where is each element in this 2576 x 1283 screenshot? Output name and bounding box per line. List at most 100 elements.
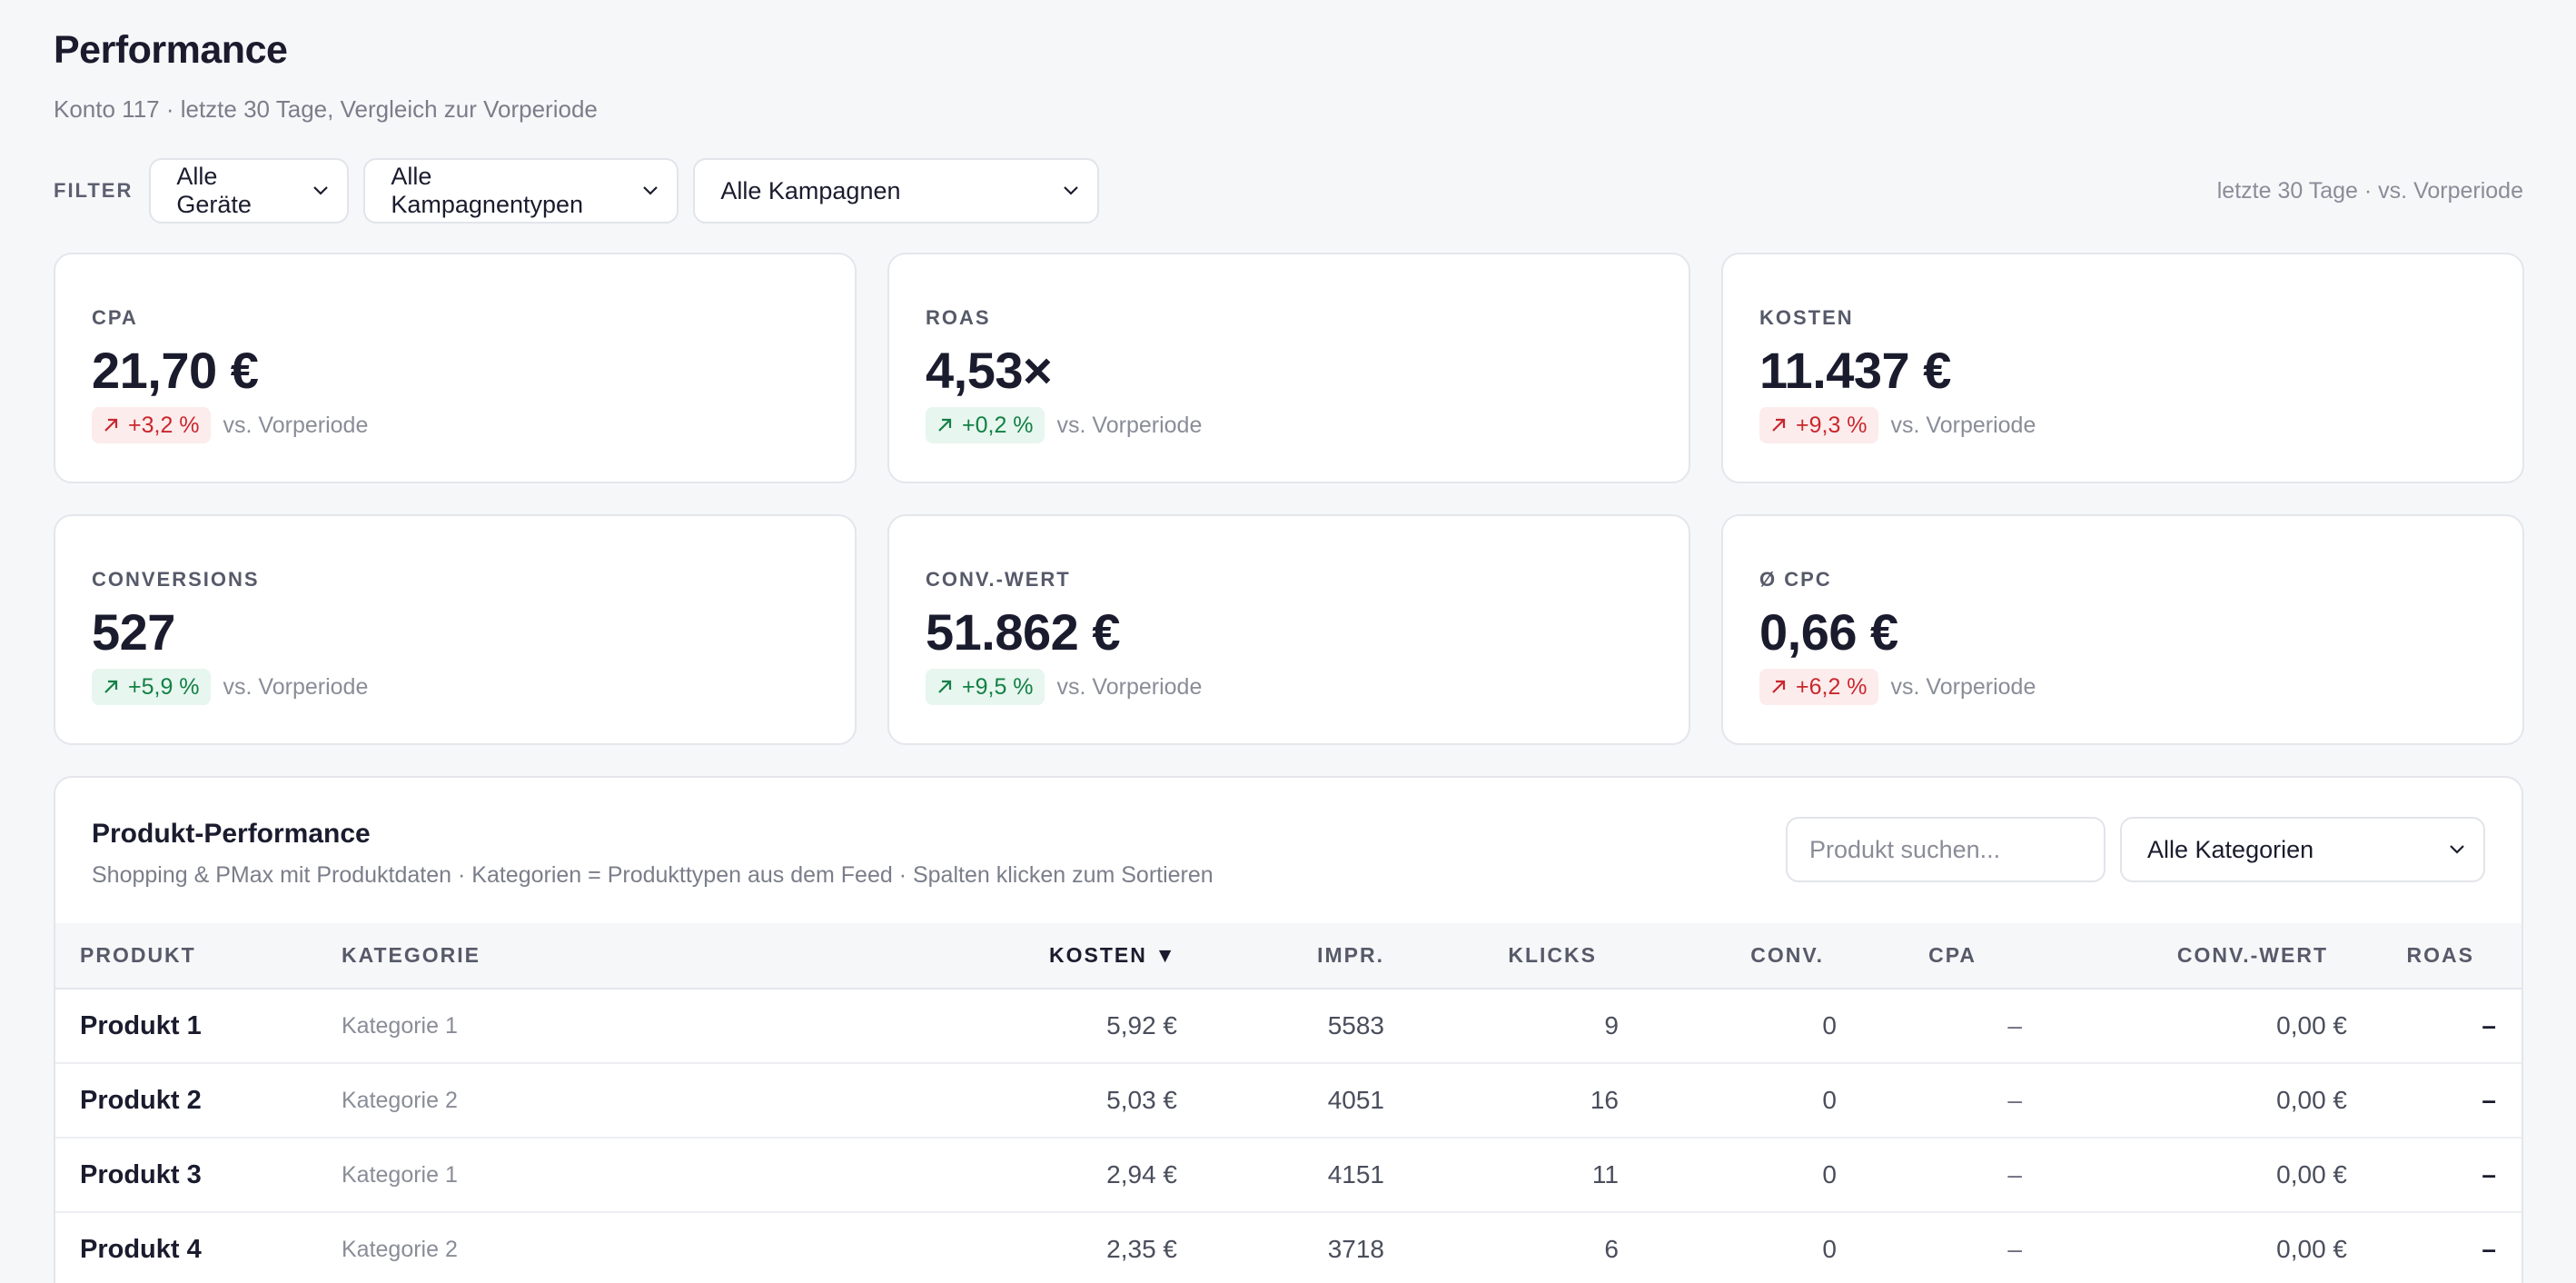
- page-title: Performance: [54, 28, 288, 72]
- column-header-conv-value[interactable]: CONV.-WERT: [2176, 943, 2328, 967]
- delta-note: vs. Vorperiode: [223, 673, 369, 700]
- product-clicks: 6: [1604, 1235, 1619, 1263]
- kpi-value: 0,66 €: [1759, 603, 1898, 661]
- column-header-roas[interactable]: ROAS: [2406, 943, 2474, 967]
- delta-value: +6,2 %: [1796, 673, 1868, 700]
- product-roas: –: [2482, 1011, 2496, 1039]
- product-conv-value: 0,00 €: [2276, 1235, 2347, 1263]
- kpi-delta-row: +3,2 % vs. Vorperiode: [92, 407, 818, 443]
- product-name: Produkt 1: [80, 1010, 202, 1040]
- product-impressions: 4051: [1327, 1086, 1384, 1114]
- product-roas: –: [2482, 1160, 2496, 1189]
- chevron-down-icon: [2434, 844, 2465, 855]
- product-table-tools: Alle Kategorien: [1786, 817, 2485, 882]
- table-row[interactable]: Produkt 4 Kategorie 2 2,35 € 3718 6 0 – 0,00 € –: [55, 1212, 2522, 1283]
- kpi-label: KOSTEN: [1759, 306, 1854, 329]
- chevron-down-icon: [1048, 185, 1079, 196]
- filter-bar: FILTER Alle Geräte Alle Kampagnentypen A…: [54, 158, 2523, 224]
- product-category: Kategorie 2: [342, 1087, 458, 1113]
- product-category: Kategorie 1: [342, 1012, 458, 1039]
- delta-badge: +3,2 %: [92, 407, 211, 443]
- product-cost: 5,92 €: [1106, 1011, 1177, 1039]
- product-table-subtitle: Shopping & PMax mit Produktdaten · Kateg…: [92, 862, 1214, 888]
- product-roas: –: [2482, 1086, 2496, 1114]
- delta-badge: +6,2 %: [1759, 669, 1878, 705]
- table-row[interactable]: Produkt 2 Kategorie 2 5,03 € 4051 16 0 – 0,00 €…: [55, 1063, 2522, 1138]
- product-cpa: –: [2007, 1235, 2022, 1263]
- delta-value: +3,2 %: [128, 412, 200, 438]
- device-filter-value: Alle Geräte: [176, 163, 252, 218]
- product-conv-value: 0,00 €: [2276, 1011, 2347, 1039]
- delta-note: vs. Vorperiode: [223, 412, 369, 438]
- kpi-value: 527: [92, 603, 175, 661]
- kpi-delta-row: +9,3 % vs. Vorperiode: [1759, 407, 2486, 443]
- kpi-delta-row: +5,9 % vs. Vorperiode: [92, 669, 818, 705]
- column-header-clicks[interactable]: KLICKS: [1508, 943, 1597, 967]
- arrow-up-right-icon: [1770, 679, 1796, 695]
- delta-note: vs. Vorperiode: [1056, 412, 1203, 438]
- table-row[interactable]: Produkt 1 Kategorie 1 5,92 € 5583 9 0 – 0,00 € –: [55, 989, 2522, 1063]
- column-header-cpa[interactable]: CPA: [1928, 943, 1977, 967]
- delta-badge: +5,9 %: [92, 669, 211, 705]
- kpi-card-roas: ROAS 4,53× +0,2 % vs. Vorperiode: [887, 253, 1690, 483]
- campaign-type-filter-select[interactable]: Alle Kampagnentypen: [363, 158, 679, 224]
- delta-value: +5,9 %: [128, 673, 200, 700]
- delta-note: vs. Vorperiode: [1890, 412, 2036, 438]
- product-category: Kategorie 1: [342, 1161, 458, 1188]
- product-conversions: 0: [1822, 1160, 1837, 1189]
- product-conversions: 0: [1822, 1011, 1837, 1039]
- page-subtitle: Konto 117 · letzte 30 Tage, Vergleich zu…: [54, 95, 598, 123]
- delta-value: +9,5 %: [962, 673, 1034, 700]
- kpi-value: 21,70 €: [92, 342, 259, 399]
- kpi-label: ROAS: [926, 306, 991, 329]
- delta-note: vs. Vorperiode: [1056, 673, 1203, 700]
- column-header-impressions[interactable]: IMPR.: [1317, 943, 1384, 967]
- kpi-delta-row: +0,2 % vs. Vorperiode: [926, 407, 1652, 443]
- period-note: letzte 30 Tage · vs. Vorperiode: [2216, 177, 2523, 204]
- delta-badge: +9,3 %: [1759, 407, 1878, 443]
- column-header-cost[interactable]: KOSTEN ▼: [1049, 943, 1177, 967]
- kpi-label: CPA: [92, 306, 138, 329]
- table-header-row: PRODUKT KATEGORIE KOSTEN ▼ IMPR. KLICKS …: [55, 923, 2522, 989]
- campaign-type-filter-value: Alle Kampagnentypen: [391, 163, 584, 218]
- kpi-card-cpc: Ø CPC 0,66 € +6,2 % vs. Vorperiode: [1721, 514, 2524, 745]
- column-header-category[interactable]: KATEGORIE: [342, 943, 481, 967]
- delta-badge: +9,5 %: [926, 669, 1045, 705]
- product-table: PRODUKT KATEGORIE KOSTEN ▼ IMPR. KLICKS …: [55, 923, 2522, 1283]
- category-filter-select[interactable]: Alle Kategorien: [2120, 817, 2485, 882]
- kpi-label: Ø CPC: [1759, 568, 1832, 591]
- product-cost: 5,03 €: [1106, 1086, 1177, 1114]
- chevron-down-icon: [298, 185, 329, 196]
- kpi-label: CONV.-WERT: [926, 568, 1071, 591]
- column-header-conversions[interactable]: CONV.: [1750, 943, 1824, 967]
- kpi-card-conversions: CONVERSIONS 527 +5,9 % vs. Vorperiode: [54, 514, 857, 745]
- campaign-filter-select[interactable]: Alle Kampagnen: [693, 158, 1100, 224]
- product-cpa: –: [2007, 1011, 2022, 1039]
- product-table-header: Produkt-Performance Shopping & PMax mit …: [55, 778, 2522, 923]
- product-conv-value: 0,00 €: [2276, 1086, 2347, 1114]
- column-header-product[interactable]: PRODUKT: [80, 943, 196, 967]
- delta-value: +0,2 %: [962, 412, 1034, 438]
- table-row[interactable]: Produkt 3 Kategorie 1 2,94 € 4151 11 0 – 0,00 €…: [55, 1138, 2522, 1212]
- delta-value: +9,3 %: [1796, 412, 1868, 438]
- category-filter-value: Alle Kategorien: [2147, 835, 2314, 863]
- product-cpa: –: [2007, 1086, 2022, 1114]
- kpi-value: 11.437 €: [1759, 342, 1951, 399]
- kpi-label: CONVERSIONS: [92, 568, 260, 591]
- chevron-down-icon: [628, 185, 659, 196]
- product-performance-card: Produkt-Performance Shopping & PMax mit …: [54, 776, 2523, 1283]
- product-conversions: 0: [1822, 1235, 1837, 1263]
- product-clicks: 9: [1604, 1011, 1619, 1039]
- filter-label: FILTER: [54, 179, 134, 202]
- product-search-input[interactable]: [1786, 817, 2105, 882]
- product-roas: –: [2482, 1235, 2496, 1263]
- arrow-up-right-icon: [103, 417, 128, 433]
- product-clicks: 16: [1590, 1086, 1619, 1114]
- arrow-up-right-icon: [103, 679, 128, 695]
- delta-note: vs. Vorperiode: [1890, 673, 2036, 700]
- kpi-card-kosten: KOSTEN 11.437 € +9,3 % vs. Vorperiode: [1721, 253, 2524, 483]
- kpi-delta-row: +9,5 % vs. Vorperiode: [926, 669, 1652, 705]
- product-name: Produkt 4: [80, 1234, 202, 1264]
- device-filter-select[interactable]: Alle Geräte: [149, 158, 350, 224]
- product-impressions: 5583: [1327, 1011, 1384, 1039]
